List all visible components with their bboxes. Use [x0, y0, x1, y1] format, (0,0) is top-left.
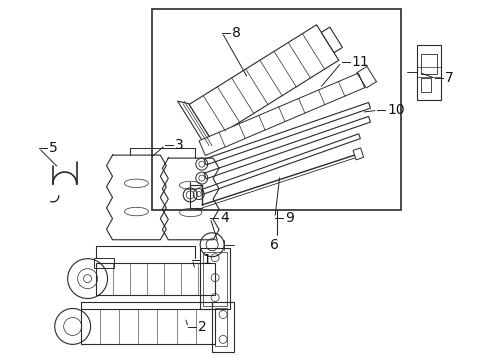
Bar — [94, 258, 114, 268]
Text: 1: 1 — [202, 253, 211, 267]
Bar — [212, 302, 234, 352]
Text: 3: 3 — [175, 138, 184, 152]
Polygon shape — [199, 73, 365, 156]
Text: 10: 10 — [388, 103, 405, 117]
Polygon shape — [177, 101, 212, 152]
Polygon shape — [204, 103, 370, 165]
Bar — [203, 252, 227, 306]
Polygon shape — [189, 25, 339, 140]
Text: 8: 8 — [232, 26, 241, 40]
Text: 2: 2 — [198, 320, 207, 334]
Bar — [200, 248, 230, 310]
Bar — [96, 263, 215, 294]
Bar — [152, 9, 401, 210]
Polygon shape — [321, 27, 343, 53]
Polygon shape — [204, 116, 370, 179]
Bar — [81, 310, 215, 345]
Bar — [421, 54, 437, 75]
Bar — [421, 78, 431, 92]
Text: 6: 6 — [270, 238, 279, 252]
Text: 4: 4 — [220, 211, 229, 225]
Text: 9: 9 — [285, 211, 294, 225]
Bar — [215, 307, 227, 346]
Polygon shape — [353, 148, 364, 160]
Text: 5: 5 — [49, 141, 57, 155]
Polygon shape — [201, 134, 360, 194]
Text: 7: 7 — [445, 71, 454, 85]
Text: 11: 11 — [352, 55, 369, 69]
Bar — [417, 45, 441, 100]
